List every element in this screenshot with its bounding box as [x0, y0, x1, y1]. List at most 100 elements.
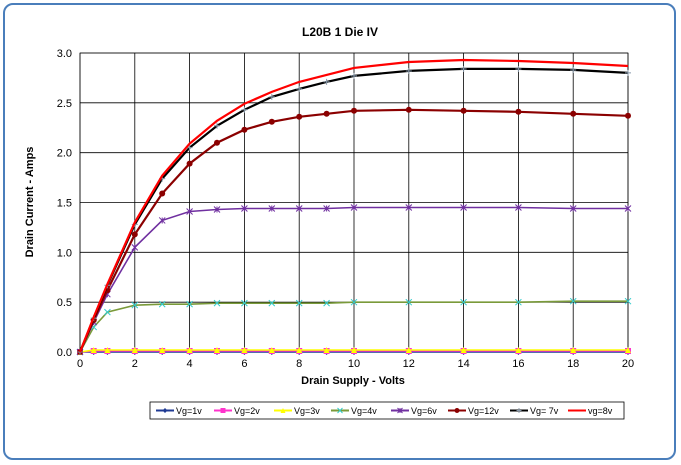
data-point [295, 299, 303, 307]
data-point [296, 85, 303, 92]
data-point [296, 347, 303, 354]
data-point [515, 108, 522, 115]
data-point [268, 93, 275, 100]
data-point [214, 347, 220, 354]
data-point [131, 243, 139, 251]
x-tick-label: 20 [622, 358, 634, 370]
y-tick-label: 0.0 [57, 347, 72, 359]
data-point [241, 299, 248, 307]
data-point [220, 408, 226, 413]
legend-label: Vg=1v [176, 406, 202, 416]
plot-area: 0 2 4 6 8 10 12 14 16 18 20 0.0 0.5 1.0 1.5 2.0 2.5 3.0 [57, 48, 634, 370]
data-point [323, 347, 330, 354]
x-tick-label: 8 [296, 358, 302, 370]
x-tick-label: 0 [77, 358, 83, 370]
y-tick-label: 3.0 [57, 48, 72, 60]
legend-label: Vg=3v [294, 406, 320, 416]
data-point [569, 297, 577, 305]
data-point [90, 347, 97, 354]
x-axis-label: Drain Supply - Volts [301, 375, 405, 387]
data-point [460, 65, 467, 72]
data-point [397, 407, 403, 414]
data-point [159, 190, 166, 197]
y-tick-label: 2.0 [57, 148, 72, 160]
data-point [405, 347, 412, 354]
data-point [268, 118, 275, 125]
series-group [78, 58, 629, 353]
y-tick-label: 1.0 [57, 247, 72, 259]
data-point [241, 126, 248, 133]
y-tick-label: 0.5 [57, 297, 72, 309]
x-tick-label: 16 [512, 358, 524, 370]
data-point [460, 204, 467, 211]
data-point [213, 299, 221, 307]
data-point [323, 299, 330, 307]
data-point [186, 208, 193, 215]
x-tick-label: 18 [567, 358, 579, 370]
data-point [516, 408, 522, 413]
data-point [158, 300, 166, 308]
x-tick-label: 12 [403, 358, 415, 370]
y-axis-label: Drain Current - Amps [24, 147, 36, 258]
data-point [268, 299, 276, 307]
y-tick-label: 2.5 [57, 98, 72, 110]
x-tick-label: 6 [241, 358, 247, 370]
legend-box [149, 401, 625, 420]
data-point [515, 65, 522, 72]
data-point [241, 106, 248, 113]
data-point [337, 407, 343, 414]
data-point [268, 205, 276, 212]
data-point [405, 204, 413, 211]
x-tick-label: 4 [187, 358, 193, 370]
data-point [162, 408, 168, 413]
data-point [460, 107, 467, 114]
data-point [280, 408, 286, 413]
data-point [158, 217, 166, 224]
legend: Vg=1v Vg=2v Vg=3v Vg=4v Vg=6v Vg=12v Vg= 7v vg=… [149, 401, 625, 420]
data-point [186, 160, 193, 167]
data-point [570, 66, 577, 73]
legend-label: Vg=12v [468, 406, 499, 416]
x-tick-label: 10 [348, 358, 360, 370]
data-point [515, 347, 522, 354]
data-point [454, 408, 460, 413]
data-point [323, 78, 330, 85]
data-point [323, 110, 330, 117]
y-tick-label: 1.5 [57, 198, 72, 210]
data-point [104, 308, 111, 316]
data-point [186, 300, 193, 308]
series-line [78, 58, 629, 353]
data-point [570, 347, 577, 354]
data-point [460, 298, 467, 306]
data-point [214, 122, 220, 129]
legend-label: Vg= 7v [530, 406, 559, 416]
data-point [213, 206, 221, 213]
data-point [351, 347, 357, 354]
data-point [625, 112, 631, 119]
legend-label: vg=8v [588, 406, 613, 416]
data-point [625, 347, 631, 354]
legend-label: Vg=2v [234, 406, 260, 416]
data-point [515, 204, 522, 211]
legend-label: Vg=6v [411, 406, 437, 416]
data-point [296, 113, 303, 120]
chart-title: L20B 1 Die IV [302, 25, 378, 39]
data-point [104, 347, 111, 354]
data-point [214, 139, 220, 146]
data-point [405, 298, 413, 306]
data-point [295, 205, 303, 212]
data-point [624, 205, 632, 212]
data-point [131, 347, 138, 354]
data-point [405, 106, 412, 113]
data-point [351, 107, 357, 114]
data-point [241, 347, 248, 354]
data-point [131, 231, 138, 238]
data-point [131, 301, 139, 309]
data-point [405, 67, 412, 74]
data-point [569, 205, 577, 212]
data-point [323, 205, 330, 212]
data-point [515, 298, 522, 306]
data-point [350, 204, 358, 211]
x-tick-label: 14 [457, 358, 469, 370]
data-point [460, 347, 467, 354]
